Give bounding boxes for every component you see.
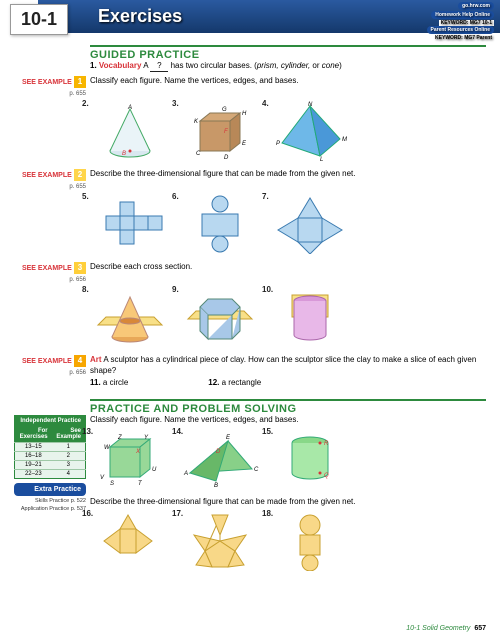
svg-text:B: B xyxy=(122,151,126,157)
web-badges: go.hrw.com Homework Help Online KEYWORD:… xyxy=(427,2,494,41)
q1-number: 1. xyxy=(90,61,97,70)
practice-title: PRACTICE AND PROBLEM SOLVING xyxy=(90,403,486,415)
example-1-row: SEE EXAMPLE 1 p. 655 Classify each figur… xyxy=(14,76,486,97)
fill-blank: ? xyxy=(150,61,168,72)
figure-16: 16. xyxy=(90,511,170,571)
figure-prism-box: 3. GHKFECD xyxy=(180,101,260,161)
go-hrw-link[interactable]: go.hrw.com xyxy=(458,2,494,10)
example-number-box: 4 xyxy=(74,355,86,367)
svg-text:K: K xyxy=(194,119,199,125)
example-number-box: 3 xyxy=(74,262,86,274)
svg-text:Q: Q xyxy=(324,473,329,479)
figure-18: 18. xyxy=(270,511,350,571)
figure-tetrahedron: 4. NPML xyxy=(270,101,350,161)
svg-text:H: H xyxy=(242,111,247,117)
figure-14: 14. EDACB xyxy=(180,429,260,489)
svg-text:G: G xyxy=(222,107,227,113)
exercises-title-bar: Exercises go.hrw.com Homework Help Onlin… xyxy=(38,0,500,33)
figure-cross-cone: 8. xyxy=(90,287,170,347)
figure-net-pyramid: 7. xyxy=(270,194,350,254)
q12-number: 12. xyxy=(208,378,219,387)
parent-resources-link[interactable]: Parent Resources Online xyxy=(427,26,494,34)
section-rule xyxy=(90,399,486,401)
q12-text: a rectangle xyxy=(222,378,262,387)
see-example-label: SEE EXAMPLE xyxy=(22,172,72,179)
svg-text:C: C xyxy=(254,467,259,473)
exercises-title: Exercises xyxy=(98,6,182,26)
footer-section: 10-1 Solid Geometry xyxy=(406,625,470,632)
figure-17: 17. xyxy=(180,511,260,571)
example-3-row: SEE EXAMPLE 3 p. 656 Describe each cross… xyxy=(14,262,486,283)
example-3-figures: 8. 9. 10. xyxy=(90,287,486,347)
svg-text:R: R xyxy=(324,441,329,447)
see-example-label: SEE EXAMPLE xyxy=(22,265,72,272)
example-number-box: 2 xyxy=(74,169,86,181)
figure-cross-cylinder: 10. xyxy=(270,287,350,347)
vocabulary-label: Vocabulary xyxy=(99,61,142,70)
page-ref: p. 656 xyxy=(69,370,86,376)
svg-text:E: E xyxy=(242,141,247,147)
page-header: 10-1 Exercises go.hrw.com Homework Help … xyxy=(0,0,500,33)
art-label: Art xyxy=(90,355,102,364)
example-2-row: SEE EXAMPLE 2 p. 655 Describe the three-… xyxy=(14,169,486,190)
figure-net-cylinder: 6. xyxy=(180,194,260,254)
figure-cross-hexprism: 9. xyxy=(180,287,260,347)
svg-text:S: S xyxy=(110,481,114,487)
figure-13: 13. ZYWXVUST xyxy=(90,429,170,489)
svg-text:M: M xyxy=(342,137,347,143)
svg-text:P: P xyxy=(276,141,280,147)
svg-text:F: F xyxy=(224,129,228,135)
example-number-box: 1 xyxy=(74,76,86,88)
practice-prompt-2: Describe the three-dimensional figure th… xyxy=(90,497,486,507)
svg-text:E: E xyxy=(226,435,231,441)
independent-practice-table: Independent Practice For ExercisesSee Ex… xyxy=(14,415,86,479)
page-ref: p. 655 xyxy=(69,91,86,97)
svg-text:D: D xyxy=(216,449,221,455)
ip-header: Independent Practice xyxy=(15,415,86,426)
svg-text:L: L xyxy=(320,157,323,161)
example-2-prompt: Describe the three-dimensional figure th… xyxy=(90,169,486,179)
skills-practice-ref: Skills Practice p. 522 xyxy=(14,496,86,504)
q11-number: 11. xyxy=(90,378,101,387)
svg-text:N: N xyxy=(308,102,313,108)
lesson-number-tab: 10-1 xyxy=(10,4,68,35)
section-rule xyxy=(90,45,486,47)
question-1: 1. Vocabulary A ? has two circular bases… xyxy=(14,61,486,72)
example-1-figures: 2. AB 3. GHKFECD 4. NPML xyxy=(90,101,486,161)
page-ref: p. 656 xyxy=(69,277,86,283)
svg-text:U: U xyxy=(152,467,157,473)
page-footer: 10-1 Solid Geometry 657 xyxy=(406,625,486,632)
see-example-label: SEE EXAMPLE xyxy=(22,358,72,365)
lesson-number: 10-1 xyxy=(21,9,57,29)
svg-text:A: A xyxy=(183,471,188,477)
q11-text: a circle xyxy=(103,378,128,387)
svg-text:V: V xyxy=(100,475,105,481)
figure-net-cube: 5. xyxy=(90,194,170,254)
extra-practice-box: Extra Practice xyxy=(14,483,86,496)
svg-text:C: C xyxy=(196,151,201,157)
svg-text:B: B xyxy=(214,483,218,489)
guided-practice-title: GUIDED PRACTICE xyxy=(90,49,486,61)
example-4-prompt: Art A sculptor has a cylindrical piece o… xyxy=(90,355,486,388)
example-1-prompt: Classify each figure. Name the vertices,… xyxy=(90,76,486,86)
figure-cone: 2. AB xyxy=(90,101,170,161)
svg-text:D: D xyxy=(224,155,229,161)
figure-15: 15. RQ xyxy=(270,429,350,489)
example-4-row: SEE EXAMPLE 4 p. 656 Art A sculptor has … xyxy=(14,355,486,388)
see-example-label: SEE EXAMPLE xyxy=(22,79,72,86)
homework-help-link[interactable]: Homework Help Online xyxy=(431,11,494,19)
keyword-2: KEYWORD: MG7 Parent xyxy=(433,35,494,41)
example-2-figures: 5. 6. 7. xyxy=(90,194,486,254)
svg-text:T: T xyxy=(138,481,143,487)
app-practice-ref: Application Practice p. 537 xyxy=(14,504,86,512)
page-ref: p. 655 xyxy=(69,184,86,190)
page-number: 657 xyxy=(474,625,486,632)
svg-text:Z: Z xyxy=(117,435,122,441)
example-3-prompt: Describe each cross section. xyxy=(90,262,486,272)
practice-prompt-1: Classify each figure. Name the vertices,… xyxy=(90,415,486,425)
